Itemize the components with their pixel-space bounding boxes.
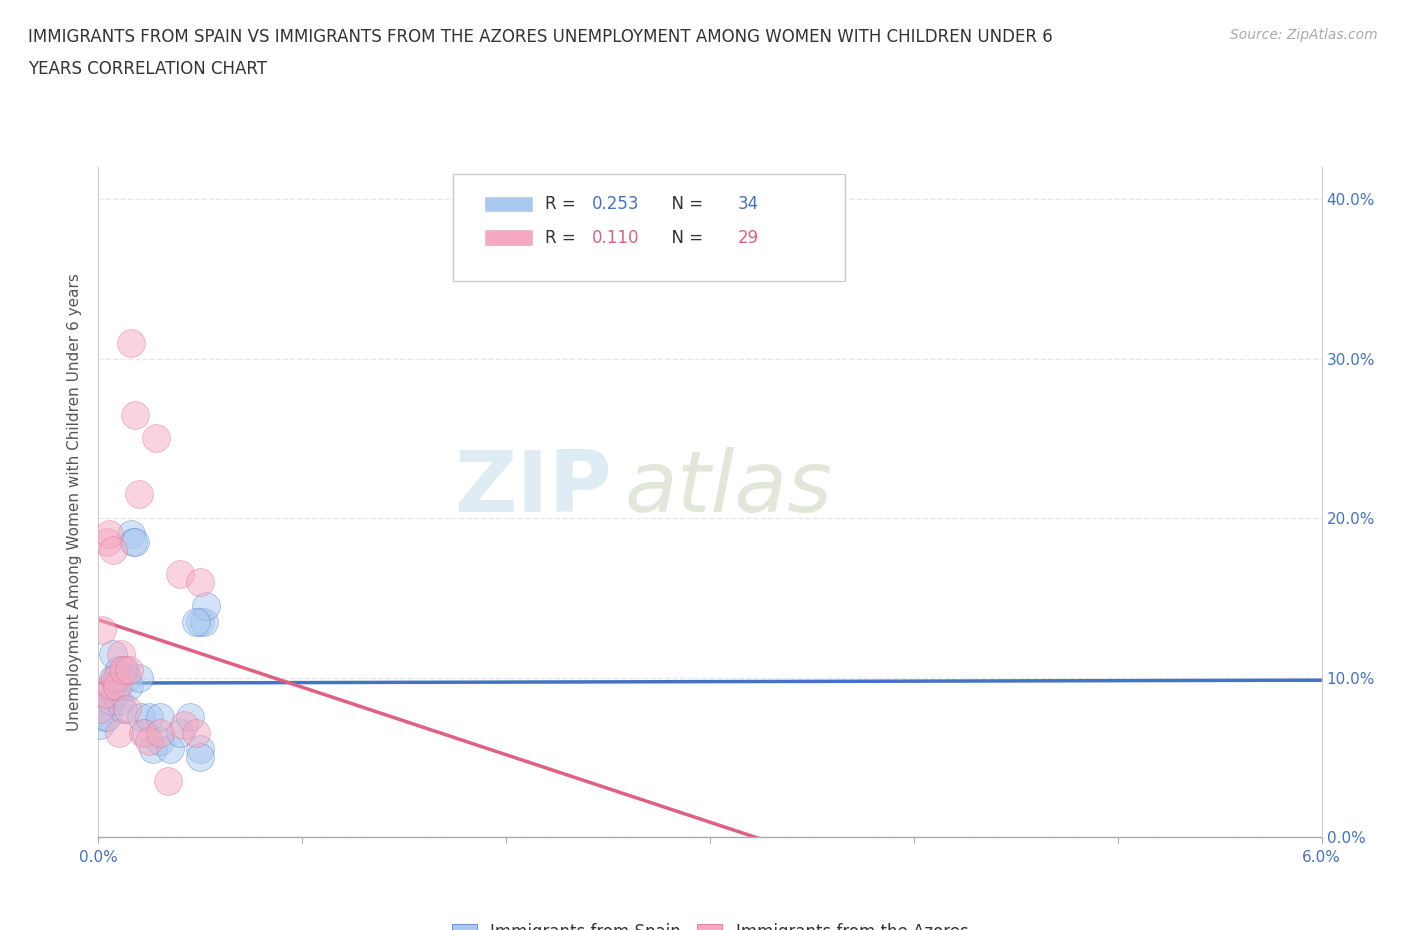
Point [104,686,127,701]
Point [91,622,114,637]
FancyBboxPatch shape [484,195,533,212]
Point [101,646,124,661]
Point [188,575,212,590]
Text: IMMIGRANTS FROM SPAIN VS IMMIGRANTS FROM THE AZORES UNEMPLOYMENT AMONG WOMEN WIT: IMMIGRANTS FROM SPAIN VS IMMIGRANTS FROM… [28,28,1053,46]
Point [101,671,124,685]
Point [173,718,195,733]
Point [186,726,208,741]
Point [114,662,136,677]
Point [115,702,138,717]
Text: Source: ZipAtlas.com: Source: ZipAtlas.com [1230,28,1378,42]
Point [97,686,120,701]
Point [138,734,160,749]
Y-axis label: Unemployment Among Women with Children Under 6 years: Unemployment Among Women with Children U… [67,273,83,731]
Text: 29: 29 [738,229,759,246]
Point [118,678,141,693]
Text: 0.253: 0.253 [592,195,638,213]
Point [138,710,160,724]
Point [118,662,141,677]
Point [188,615,212,630]
FancyBboxPatch shape [453,174,845,281]
Point [129,710,152,724]
Text: N =: N = [661,229,709,246]
Point [115,671,138,685]
Point [93,710,115,724]
Point [124,535,146,550]
Point [105,671,128,685]
FancyBboxPatch shape [484,229,533,246]
Point [124,407,146,422]
Point [108,726,131,741]
Text: N =: N = [661,195,709,213]
Point [169,566,191,581]
Point [132,726,155,741]
Point [128,486,150,501]
Text: 34: 34 [738,195,759,213]
Point [96,710,118,724]
Point [149,734,172,749]
Point [105,678,128,693]
Point [159,742,181,757]
Point [122,535,145,550]
Point [156,774,179,789]
Point [188,750,212,764]
Point [111,702,134,717]
Point [89,702,111,717]
Point [120,336,142,351]
Point [186,615,208,630]
Point [195,598,218,613]
Point [93,686,115,701]
Point [108,662,131,677]
Point [193,615,215,630]
Point [108,694,131,709]
Text: YEARS CORRELATION CHART: YEARS CORRELATION CHART [28,60,267,78]
Point [134,726,156,741]
Point [100,694,122,709]
Point [149,726,172,741]
Point [89,718,111,733]
Text: R =: R = [546,195,581,213]
Text: R =: R = [546,229,581,246]
Text: atlas: atlas [624,447,832,530]
Point [179,710,201,724]
Legend: Immigrants from Spain, Immigrants from the Azores: Immigrants from Spain, Immigrants from t… [443,914,977,930]
Point [110,646,132,661]
Point [97,526,120,541]
Text: 0.110: 0.110 [592,229,638,246]
Point [120,526,142,541]
Point [111,662,134,677]
Point [145,431,167,445]
Point [96,535,118,550]
Point [104,671,127,685]
Text: ZIP: ZIP [454,447,612,530]
Point [128,671,150,685]
Point [169,726,191,741]
Point [101,542,124,557]
Point [188,742,212,757]
Point [149,710,172,724]
Point [100,678,122,693]
Point [142,742,165,757]
